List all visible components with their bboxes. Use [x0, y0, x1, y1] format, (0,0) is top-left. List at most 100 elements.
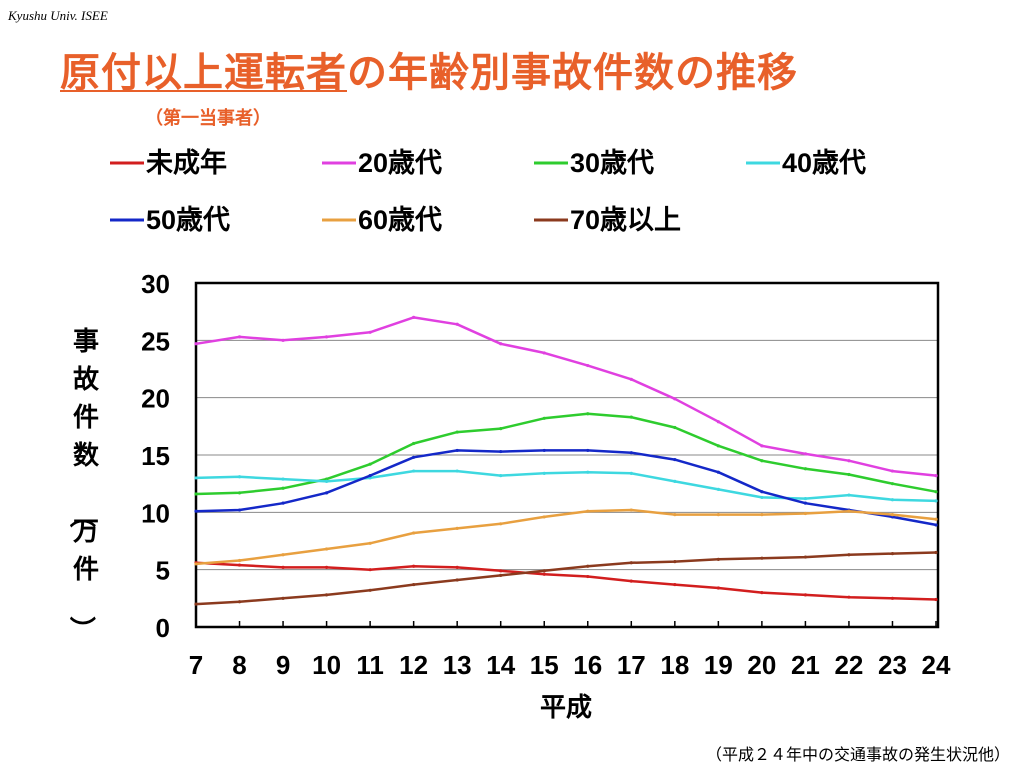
data-point: [803, 496, 808, 501]
y-tick-label: 25: [141, 326, 170, 356]
data-point: [237, 508, 242, 512]
data-point: [237, 491, 242, 495]
data-point: [586, 564, 590, 568]
data-point: [803, 593, 808, 597]
data-point: [803, 555, 808, 559]
data-point: [716, 586, 720, 590]
data-point: [716, 420, 720, 424]
data-point: [847, 553, 851, 557]
legend-label: 30歳代: [570, 148, 654, 178]
data-point: [934, 550, 938, 555]
data-point: [890, 596, 895, 600]
x-tick-label: 18: [660, 650, 689, 680]
series-line-20歳代: [195, 316, 937, 477]
data-point: [412, 564, 416, 568]
data-point: [499, 573, 503, 578]
x-axis-tick-labels: 7 8 9 10 11 12 13 14 15 16 17 18 19 20 21 22 23 24: [189, 650, 951, 680]
data-point: [542, 471, 546, 475]
page-title: 原付以上運転者の年齢別事故件数の推移: [60, 40, 798, 98]
data-point: [281, 565, 285, 569]
data-point: [499, 427, 503, 431]
data-point: [281, 338, 285, 342]
y-tick-label: 10: [141, 498, 170, 528]
data-point: [629, 415, 633, 419]
legend-item: 50歳代: [110, 205, 230, 235]
data-point: [412, 315, 416, 319]
data-point: [847, 493, 851, 497]
data-point: [542, 569, 546, 573]
data-point: [368, 462, 372, 466]
data-point: [629, 579, 633, 583]
data-point: [237, 475, 242, 479]
data-point: [368, 588, 372, 592]
y-tick-label: 30: [141, 269, 170, 299]
data-point: [847, 459, 851, 463]
data-point: [281, 501, 285, 505]
data-point: [629, 508, 633, 512]
data-point: [934, 517, 938, 521]
legend-label: 20歳代: [358, 148, 442, 178]
data-point: [412, 531, 416, 535]
legend-label: 60歳代: [358, 205, 442, 235]
data-point: [455, 448, 459, 453]
data-point: [760, 591, 764, 595]
data-point: [368, 330, 372, 334]
data-point: [194, 562, 198, 566]
legend-item: 30歳代: [534, 148, 654, 178]
data-point: [760, 513, 764, 517]
x-tick-label: 12: [399, 650, 428, 680]
data-point: [716, 470, 720, 474]
series-line-60歳代: [195, 508, 937, 566]
y-tick-label: 20: [141, 384, 170, 414]
legend-item: 40歳代: [746, 148, 866, 178]
data-point: [934, 499, 938, 503]
data-point: [455, 565, 459, 569]
data-point: [499, 449, 503, 454]
x-tick-label: 8: [232, 650, 246, 680]
data-point: [586, 448, 590, 453]
y-axis-tick-labels: 0 5 10 15 20 25 30: [141, 269, 170, 643]
data-point: [281, 596, 285, 600]
legend-label: 未成年: [146, 147, 227, 178]
data-point: [890, 515, 895, 519]
data-point: [542, 351, 546, 355]
data-point: [934, 490, 938, 494]
data-point: [324, 477, 329, 481]
series-line-50歳代: [195, 449, 937, 527]
data-point: [673, 457, 677, 462]
data-point: [499, 569, 503, 573]
data-point: [324, 565, 329, 569]
data-point: [803, 452, 808, 456]
data-point: [890, 513, 895, 517]
data-point: [847, 472, 851, 477]
x-tick-label: 19: [704, 650, 733, 680]
data-point: [368, 541, 372, 545]
data-point: [760, 556, 764, 560]
data-point: [499, 522, 503, 526]
x-tick-label: 13: [443, 650, 472, 680]
legend-label: 70歳以上: [570, 205, 681, 235]
x-tick-label: 11: [356, 650, 384, 680]
data-point: [499, 342, 503, 346]
y-tick-label: 15: [141, 441, 170, 471]
data-point: [673, 397, 677, 401]
data-point: [760, 495, 764, 500]
x-tick-label: 17: [617, 650, 646, 680]
data-point: [237, 600, 242, 604]
page-subtitle: （第一当事者）: [145, 108, 271, 129]
data-point: [629, 561, 633, 565]
data-point: [237, 563, 242, 567]
data-point: [368, 568, 372, 572]
data-point: [324, 491, 329, 495]
x-axis-title: 平成: [540, 692, 592, 722]
data-point: [324, 335, 329, 339]
chart-gridlines: [196, 339, 938, 571]
data-point: [368, 474, 372, 478]
data-point: [237, 335, 242, 339]
data-point: [586, 574, 590, 579]
legend-item: 70歳以上: [534, 205, 681, 235]
data-point: [673, 560, 677, 564]
data-point: [412, 469, 416, 473]
data-point: [586, 509, 590, 513]
data-point: [760, 444, 764, 448]
